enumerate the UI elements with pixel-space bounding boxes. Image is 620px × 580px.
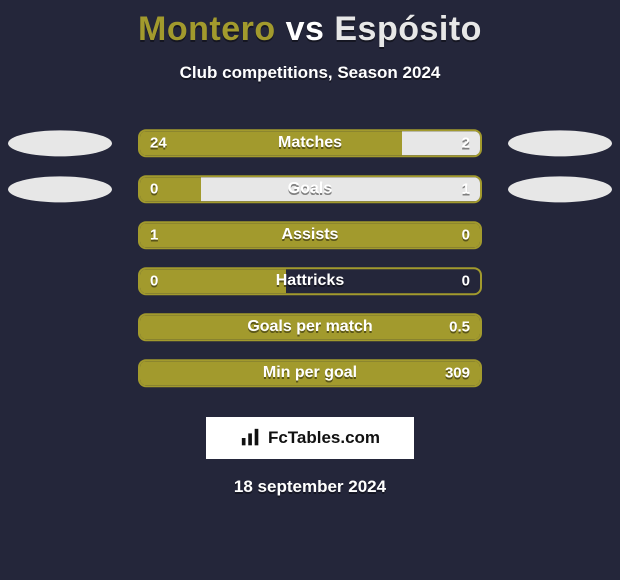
player1-segment xyxy=(140,269,286,293)
subtitle: Club competitions, Season 2024 xyxy=(0,63,620,83)
footer-date: 18 september 2024 xyxy=(0,477,620,497)
player2-marker xyxy=(508,176,612,202)
stat-bar: Min per goal309 xyxy=(138,359,482,387)
brand-badge: FcTables.com xyxy=(206,417,414,459)
bars-icon xyxy=(240,427,262,449)
comparison-bars: Matches242 Goals01 Assists10 Hattricks00 Goa… xyxy=(0,123,620,399)
player1-marker xyxy=(8,176,112,202)
stat-row: Goals01 xyxy=(0,169,620,215)
player2-segment xyxy=(402,131,480,155)
player1-marker xyxy=(8,130,112,156)
player1-segment xyxy=(140,131,402,155)
vs-text: vs xyxy=(286,10,325,48)
stat-bar: Goals01 xyxy=(138,175,482,203)
stat-row: Matches242 xyxy=(0,123,620,169)
brand-text: FcTables.com xyxy=(268,428,380,448)
player2-marker xyxy=(508,130,612,156)
stat-bar: Assists10 xyxy=(138,221,482,249)
stat-row: Assists10 xyxy=(0,215,620,261)
page-title: Montero vs Espósito xyxy=(0,0,620,49)
player1-name: Montero xyxy=(138,10,276,48)
stat-row: Hattricks00 xyxy=(0,261,620,307)
stat-row: Goals per match0.5 xyxy=(0,307,620,353)
stat-row: Min per goal309 xyxy=(0,353,620,399)
player1-segment xyxy=(140,315,480,339)
stat-bar: Hattricks00 xyxy=(138,267,482,295)
stat-bar: Matches242 xyxy=(138,129,482,157)
player1-segment xyxy=(140,177,201,201)
player2-name: Espósito xyxy=(334,10,482,48)
player1-segment xyxy=(140,361,480,385)
stat-bar: Goals per match0.5 xyxy=(138,313,482,341)
player2-segment xyxy=(201,177,480,201)
player1-segment xyxy=(140,223,480,247)
player2-value: 0 xyxy=(462,273,470,290)
